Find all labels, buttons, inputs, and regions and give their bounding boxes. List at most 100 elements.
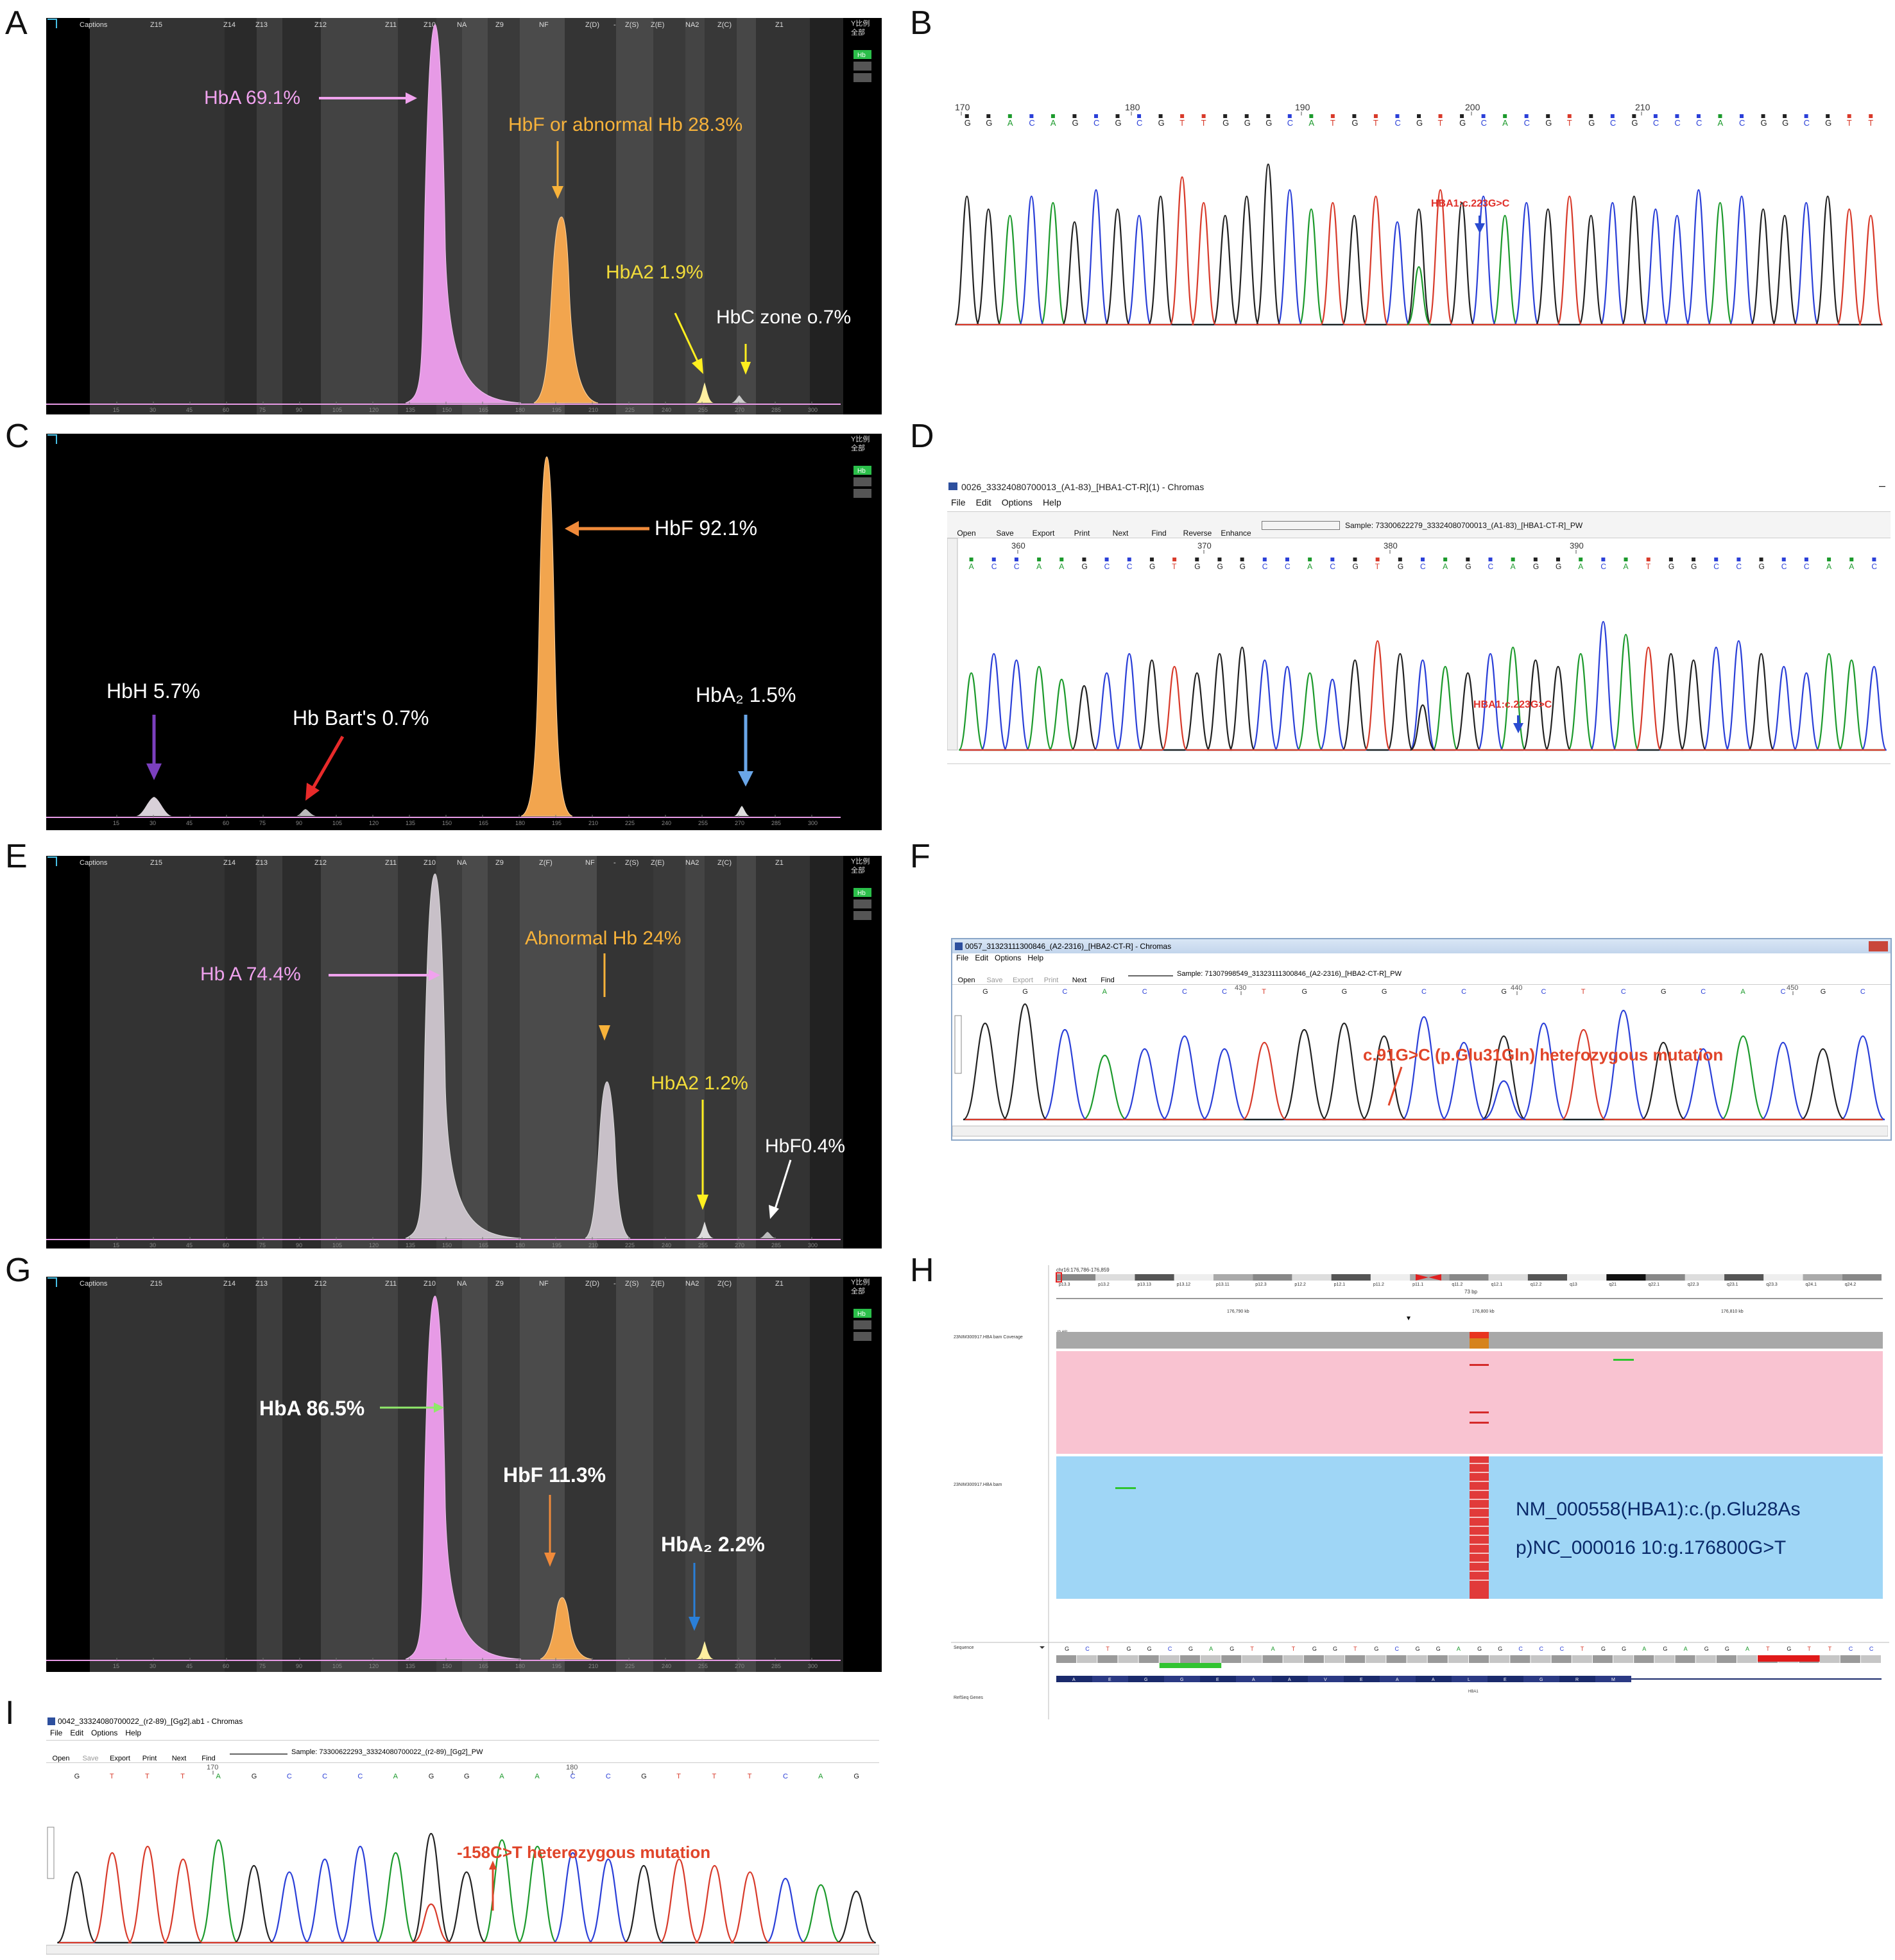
peaks	[405, 24, 747, 404]
reverse-button[interactable]: Reverse	[1183, 529, 1212, 538]
side-hb-button[interactable]	[853, 888, 871, 897]
base-call: G	[1545, 118, 1552, 128]
quality-square	[1172, 558, 1177, 561]
quality-square	[1872, 558, 1876, 561]
axis-tick-label: 150	[442, 1242, 452, 1248]
zoom-slider[interactable]	[1128, 970, 1173, 976]
quality-square	[991, 558, 996, 561]
base-call: C	[1461, 988, 1466, 996]
quality-square	[969, 558, 973, 561]
vertical-scrollbar[interactable]	[954, 1015, 962, 1074]
side-hb-button[interactable]	[853, 50, 871, 59]
cytoband	[1803, 1274, 1842, 1281]
sequence-cell	[1469, 1655, 1489, 1663]
arrow-hbc	[741, 362, 751, 375]
side-qc-button[interactable]	[853, 73, 871, 82]
side-cc-button[interactable]	[853, 899, 871, 908]
open-button[interactable]: Open	[52, 1755, 70, 1762]
quality-square	[965, 114, 969, 118]
enhance-button[interactable]: Enhance	[1221, 529, 1251, 538]
vertical-scrollbar[interactable]	[947, 538, 958, 751]
print-button[interactable]: Print	[1074, 529, 1090, 538]
save-button[interactable]: Save	[82, 1755, 99, 1762]
side-hb-button[interactable]	[853, 1309, 871, 1318]
sequence-base: T	[1807, 1646, 1811, 1652]
print-button[interactable]: Print	[142, 1755, 157, 1762]
menu-help[interactable]: Help	[1042, 497, 1061, 507]
side-cc-button[interactable]	[853, 477, 871, 486]
menu-file[interactable]: File	[50, 1728, 63, 1737]
export-button[interactable]: Export	[1013, 976, 1033, 984]
horizontal-scrollbar[interactable]	[952, 1125, 1889, 1137]
chromatogram: 360 370 380 390 A C C A A G C C G T G G G C C A C G T G C A G C A G G…	[947, 538, 1887, 751]
quality-square	[1352, 114, 1357, 118]
menu-edit[interactable]: Edit	[975, 497, 991, 507]
panel-e-electropherogram: Captions Z15 Z14 Z13 Z12 Z11 Z10 NA Z9 Z…	[46, 856, 882, 1248]
side-qc-button[interactable]	[853, 489, 871, 498]
panel-letter-f: F	[910, 838, 930, 875]
axis-tick-label: 30	[150, 1663, 156, 1669]
next-button[interactable]: Next	[171, 1755, 187, 1762]
coverage-label: 23NIM300917.HBA bam Coverage	[954, 1335, 1023, 1340]
base-call: C	[1330, 562, 1335, 571]
zone-ze: Z(E)	[651, 859, 664, 867]
print-button[interactable]: Print	[1043, 976, 1059, 984]
horizontal-scrollbar[interactable]	[46, 1945, 880, 1955]
base-call: C	[1621, 988, 1626, 996]
export-button[interactable]: Export	[110, 1755, 130, 1762]
gene-label: HBA1	[1468, 1690, 1479, 1694]
menu-file[interactable]: File	[956, 953, 969, 962]
quality-square	[1287, 114, 1292, 118]
side-hb-button[interactable]	[853, 466, 871, 475]
zoom-slider[interactable]	[230, 1747, 287, 1755]
quality-square	[1395, 114, 1400, 118]
find-button[interactable]: Find	[1101, 976, 1115, 984]
position-label: 430	[1235, 985, 1246, 992]
side-cc-button[interactable]	[853, 1320, 871, 1329]
label-bart: Hb Bart's 0.7%	[293, 706, 429, 729]
minimize-button[interactable]: –	[1878, 479, 1885, 492]
zone-dash: -	[613, 859, 616, 867]
menu-options[interactable]: Options	[1001, 497, 1033, 507]
side-cc-button[interactable]	[853, 62, 871, 71]
menu-options[interactable]: Options	[995, 953, 1022, 962]
sequence-cell	[1324, 1655, 1345, 1663]
menu-file[interactable]: File	[951, 497, 966, 507]
cytoband-label: q23.3	[1766, 1283, 1778, 1287]
side-qc-button[interactable]	[853, 911, 871, 920]
close-button[interactable]	[1869, 941, 1888, 951]
zoom-slider[interactable]	[1262, 521, 1340, 530]
base-call: G	[1556, 562, 1561, 571]
menu-help[interactable]: Help	[125, 1728, 142, 1737]
find-button[interactable]: Find	[1151, 529, 1167, 538]
open-button[interactable]: Open	[957, 529, 976, 538]
save-button[interactable]: Save	[996, 529, 1014, 538]
base-call: A	[1511, 562, 1516, 571]
quality-square	[1201, 114, 1206, 118]
find-button[interactable]: Find	[202, 1755, 216, 1762]
save-button[interactable]: Save	[986, 976, 1003, 984]
cytoband-label: q23.1	[1727, 1283, 1738, 1287]
cytoband	[1842, 1274, 1882, 1281]
side-qc-button[interactable]	[853, 1332, 871, 1341]
menu-edit[interactable]: Edit	[70, 1728, 84, 1737]
tick-1: 176,790 kb	[1227, 1309, 1249, 1314]
arrow-hbf	[552, 186, 563, 199]
next-button[interactable]: Next	[1072, 976, 1087, 984]
menu-edit[interactable]: Edit	[975, 953, 989, 962]
vertical-scrollbar[interactable]	[47, 1827, 55, 1879]
side-hb-label: Hb	[857, 890, 866, 897]
sequence-base: A	[1271, 1646, 1275, 1652]
sequence-cell	[1221, 1655, 1242, 1663]
sequence-base: C	[1085, 1646, 1090, 1652]
export-button[interactable]: Export	[1032, 529, 1055, 538]
menu-options[interactable]: Options	[91, 1728, 118, 1737]
axis-tick-label: 270	[735, 407, 744, 413]
base-call: A	[1826, 562, 1831, 571]
zone-zs: Z(S)	[625, 859, 639, 867]
menu-help[interactable]: Help	[1027, 953, 1044, 962]
next-button[interactable]: Next	[1112, 529, 1129, 538]
base-call: G	[1351, 118, 1358, 128]
open-button[interactable]: Open	[957, 976, 975, 984]
zone-captions: Captions	[80, 859, 108, 867]
